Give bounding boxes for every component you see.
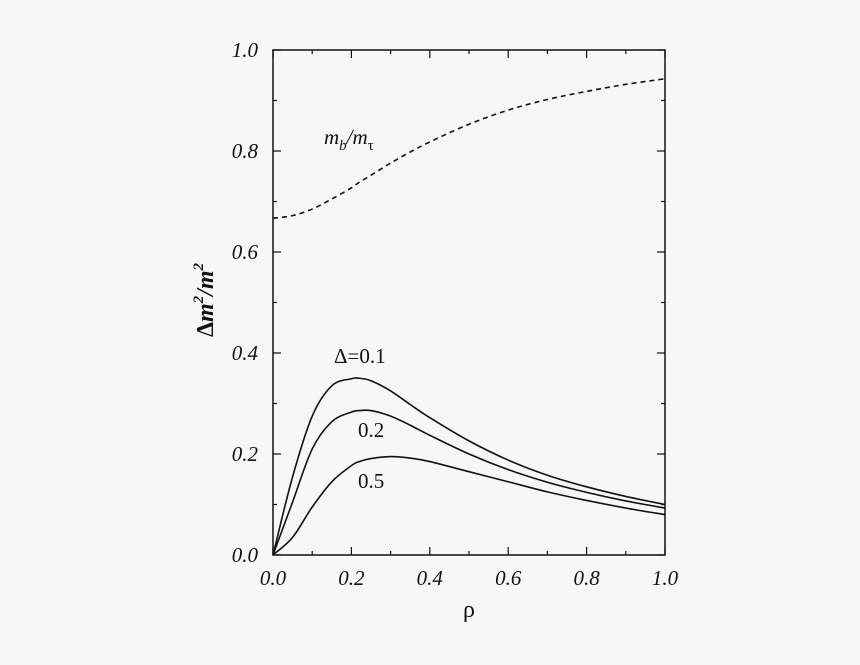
annotation-mb-slash: /m bbox=[346, 125, 368, 149]
annotation-mb-tau: τ bbox=[368, 138, 374, 154]
x-tick-label: 0.0 bbox=[260, 566, 287, 590]
x-tick-label: 1.0 bbox=[652, 566, 679, 590]
annotation-mb-m: m bbox=[324, 125, 339, 149]
annotation-mb-b: b bbox=[339, 138, 347, 154]
annotation-delta-02: 0.2 bbox=[358, 418, 384, 442]
series-delta-05 bbox=[272, 455, 666, 556]
annotation-delta-01: Δ=0.1 bbox=[334, 344, 386, 368]
series-delta-01 bbox=[272, 377, 666, 556]
x-tick-label: 0.2 bbox=[338, 566, 365, 590]
y-axis-label: Δm2/m2 bbox=[191, 262, 219, 337]
svg-text:Δm2/m2: Δm2/m2 bbox=[191, 262, 219, 337]
x-tick-label: 0.8 bbox=[573, 566, 600, 590]
annotation-delta-05: 0.5 bbox=[358, 469, 384, 493]
y-tick-label: 0.4 bbox=[232, 341, 259, 365]
y-axis-sup2: 2 bbox=[191, 262, 207, 271]
y-axis-m2: m bbox=[193, 270, 219, 289]
axis-ticks bbox=[272, 49, 666, 556]
series-delta-02 bbox=[272, 409, 666, 556]
x-tick-label: 0.4 bbox=[417, 566, 444, 590]
y-tick-label: 1.0 bbox=[232, 38, 259, 62]
series-curves bbox=[272, 77, 666, 556]
x-axis-label: ρ bbox=[463, 597, 475, 623]
y-tick-label: 0.2 bbox=[232, 442, 259, 466]
y-axis-sup1: 2 bbox=[191, 295, 207, 304]
y-axis-delta: Δ bbox=[193, 322, 219, 337]
y-tick-label: 0.0 bbox=[232, 543, 259, 567]
y-tick-label: 0.6 bbox=[232, 240, 259, 264]
y-tick-label: 0.8 bbox=[232, 139, 259, 163]
tick-labels: 0.0 0.2 0.4 0.6 0.8 1.0 0.0 0.2 0.4 0.6 0.8 1.0 bbox=[232, 38, 679, 590]
y-axis-m1: m bbox=[193, 303, 219, 322]
annotation-mb-mtau: mb/mτ bbox=[324, 125, 374, 154]
y-axis-slash: / bbox=[193, 287, 219, 298]
x-tick-label: 0.6 bbox=[495, 566, 522, 590]
